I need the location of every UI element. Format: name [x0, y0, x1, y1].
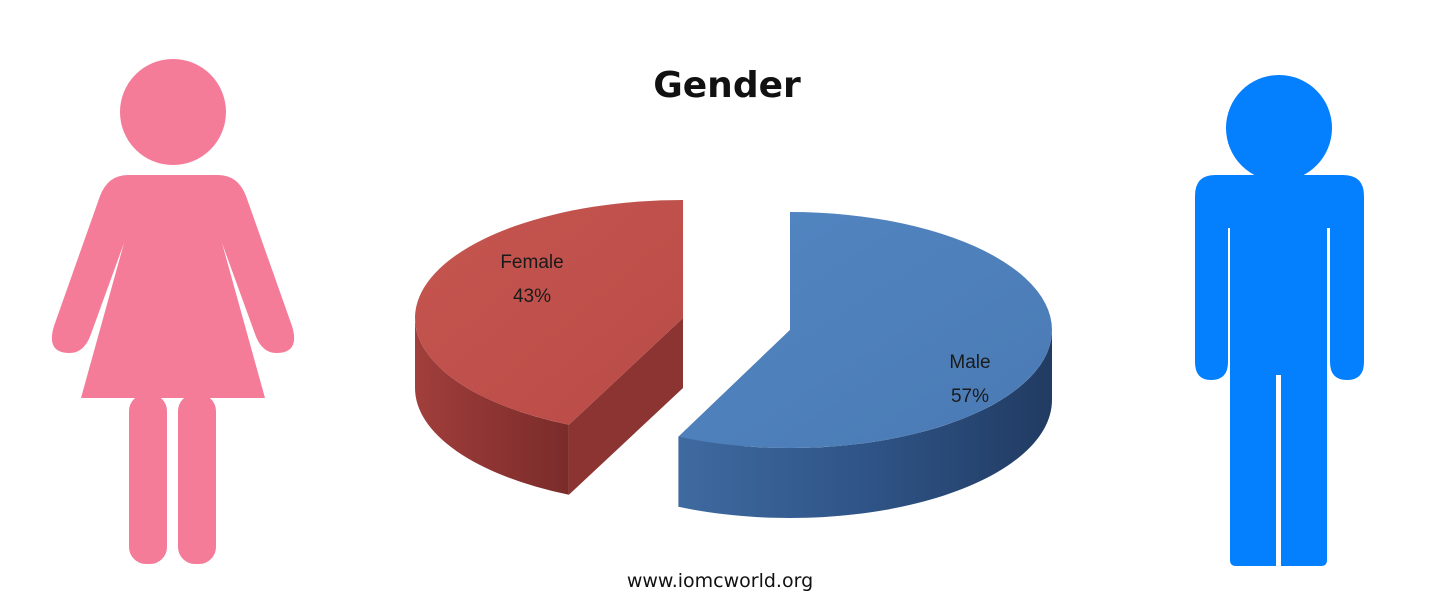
pie-slice-male-side: [678, 330, 1053, 518]
female-figure-icon: [51, 59, 295, 564]
pie-slice-female-cut: [568, 318, 683, 495]
pie-slice-male: [678, 212, 1052, 448]
male-figure-icon: [1195, 75, 1364, 566]
slice-value-male: 57%: [951, 386, 989, 407]
pie-slice-female-side: [415, 318, 569, 495]
slice-label-male: Male: [949, 352, 990, 373]
source-footer: www.iomcworld.org: [627, 570, 813, 592]
pie-slice-female: [415, 200, 683, 425]
chart-title: Gender: [653, 65, 801, 106]
slice-value-female: 43%: [513, 286, 551, 307]
pie-chart: Female 43% Male 57%: [415, 200, 1053, 518]
slice-label-female: Female: [500, 252, 563, 273]
